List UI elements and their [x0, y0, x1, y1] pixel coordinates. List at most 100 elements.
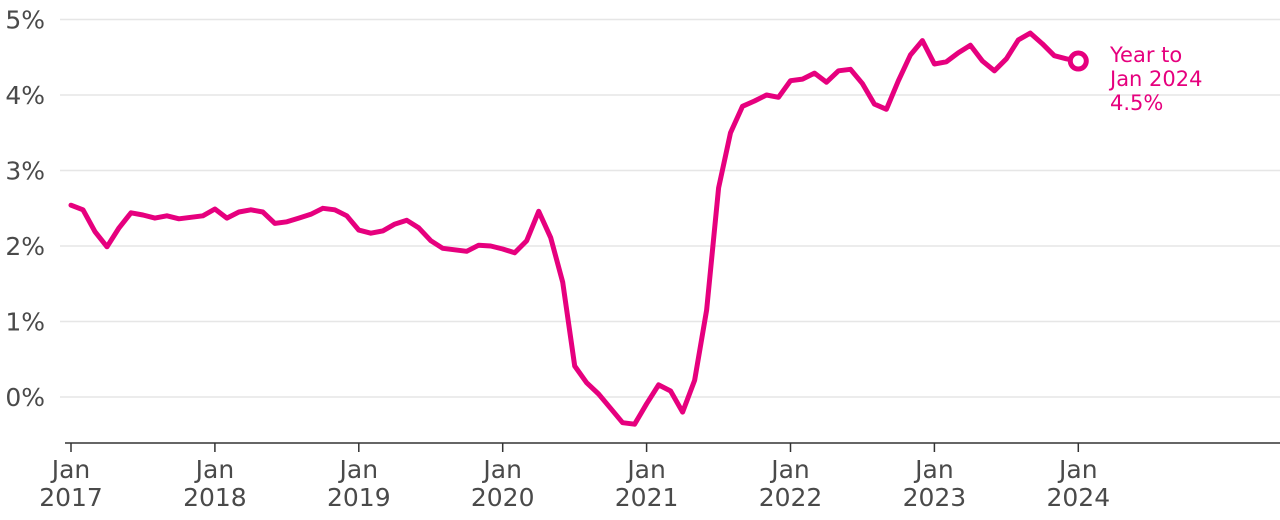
data-point: [800, 77, 805, 82]
x-tick-label-year: 2020: [471, 483, 535, 512]
x-tick-label-month: Jan: [338, 455, 379, 484]
annotation-line-2: Jan 2024: [1108, 67, 1203, 91]
x-tick-label-month: Jan: [913, 455, 954, 484]
x-tick-label-year: 2024: [1046, 483, 1110, 512]
data-point: [500, 247, 505, 252]
data-point: [212, 207, 217, 212]
data-point: [776, 95, 781, 100]
data-point: [1052, 53, 1057, 58]
data-point: [104, 244, 109, 249]
data-point: [944, 59, 949, 64]
data-point: [128, 210, 133, 215]
data-point: [272, 221, 277, 226]
data-point: [560, 280, 565, 285]
data-point: [968, 43, 973, 48]
data-point: [740, 104, 745, 109]
endpoint-marker: [1067, 50, 1089, 72]
data-point: [452, 247, 457, 252]
data-point: [860, 81, 865, 86]
data-point: [728, 130, 733, 135]
data-point: [812, 71, 817, 76]
y-tick-label: 1%: [5, 308, 45, 337]
data-point: [476, 243, 481, 248]
data-points: [69, 31, 1081, 427]
series-line: [68, 30, 1081, 427]
data-point: [896, 78, 901, 83]
annotation-line-1: Year to: [1109, 43, 1182, 67]
data-point: [764, 93, 769, 98]
data-point: [908, 52, 913, 57]
data-point: [1076, 59, 1081, 64]
data-point: [224, 216, 229, 221]
data-point: [704, 308, 709, 313]
data-point: [92, 229, 97, 234]
data-point: [644, 401, 649, 406]
data-point: [404, 218, 409, 223]
data-point: [116, 225, 121, 230]
data-point: [200, 213, 205, 218]
data-point: [140, 213, 145, 218]
data-point: [512, 250, 517, 255]
x-axis: Jan2017Jan2018Jan2019Jan2020Jan2021Jan20…: [39, 442, 1280, 512]
x-tick-label-year: 2022: [759, 483, 823, 512]
y-tick-label: 2%: [5, 232, 45, 261]
endpoint-annotation: Year to Jan 2024 4.5%: [1108, 43, 1203, 115]
data-point: [680, 410, 685, 415]
data-point: [596, 391, 601, 396]
data-point: [344, 213, 349, 218]
y-tick-label: 3%: [5, 157, 45, 186]
data-point: [524, 238, 529, 243]
data-point: [248, 207, 253, 212]
data-point: [848, 67, 853, 72]
data-point: [1064, 56, 1069, 61]
data-point: [356, 228, 361, 233]
gridlines: [60, 18, 1280, 398]
data-point: [1016, 37, 1021, 42]
data-point: [872, 102, 877, 107]
x-tick-label-month: Jan: [50, 455, 91, 484]
x-tick-label-month: Jan: [481, 455, 522, 484]
data-point: [464, 249, 469, 254]
data-point: [752, 99, 757, 104]
data-point: [1040, 41, 1045, 46]
data-point: [608, 406, 613, 411]
data-point: [416, 225, 421, 230]
data-point: [1028, 31, 1033, 36]
y-tick-label: 0%: [5, 383, 45, 412]
x-tick-label-month: Jan: [194, 455, 235, 484]
y-axis: 5% 4% 3% 2% 1% 0%: [5, 6, 45, 413]
data-point: [80, 207, 85, 212]
data-point: [920, 38, 925, 43]
data-point: [488, 244, 493, 249]
data-point: [332, 207, 337, 212]
data-point: [572, 364, 577, 369]
data-point: [296, 216, 301, 221]
data-point: [788, 78, 793, 83]
data-point: [692, 378, 697, 383]
data-point: [392, 222, 397, 227]
data-point: [824, 80, 829, 85]
data-point: [620, 420, 625, 425]
data-point: [956, 50, 961, 55]
x-tick-label-year: 2023: [903, 483, 967, 512]
annotation-line-3: 4.5%: [1110, 91, 1163, 115]
data-point: [236, 210, 241, 215]
data-point: [716, 185, 721, 190]
data-point: [836, 68, 841, 73]
x-tick-label-year: 2018: [183, 483, 247, 512]
data-point: [536, 209, 541, 214]
x-tick-label-month: Jan: [769, 455, 810, 484]
data-point: [188, 215, 193, 220]
data-point: [584, 380, 589, 385]
data-point: [980, 59, 985, 64]
x-tick-label-year: 2017: [39, 483, 103, 512]
x-tick-label-month: Jan: [625, 455, 666, 484]
y-tick-label: 5%: [5, 6, 45, 35]
data-point: [320, 206, 325, 211]
data-point: [152, 216, 157, 221]
data-point: [1004, 56, 1009, 61]
data-point: [380, 228, 385, 233]
data-point: [164, 213, 169, 218]
data-point: [884, 107, 889, 112]
